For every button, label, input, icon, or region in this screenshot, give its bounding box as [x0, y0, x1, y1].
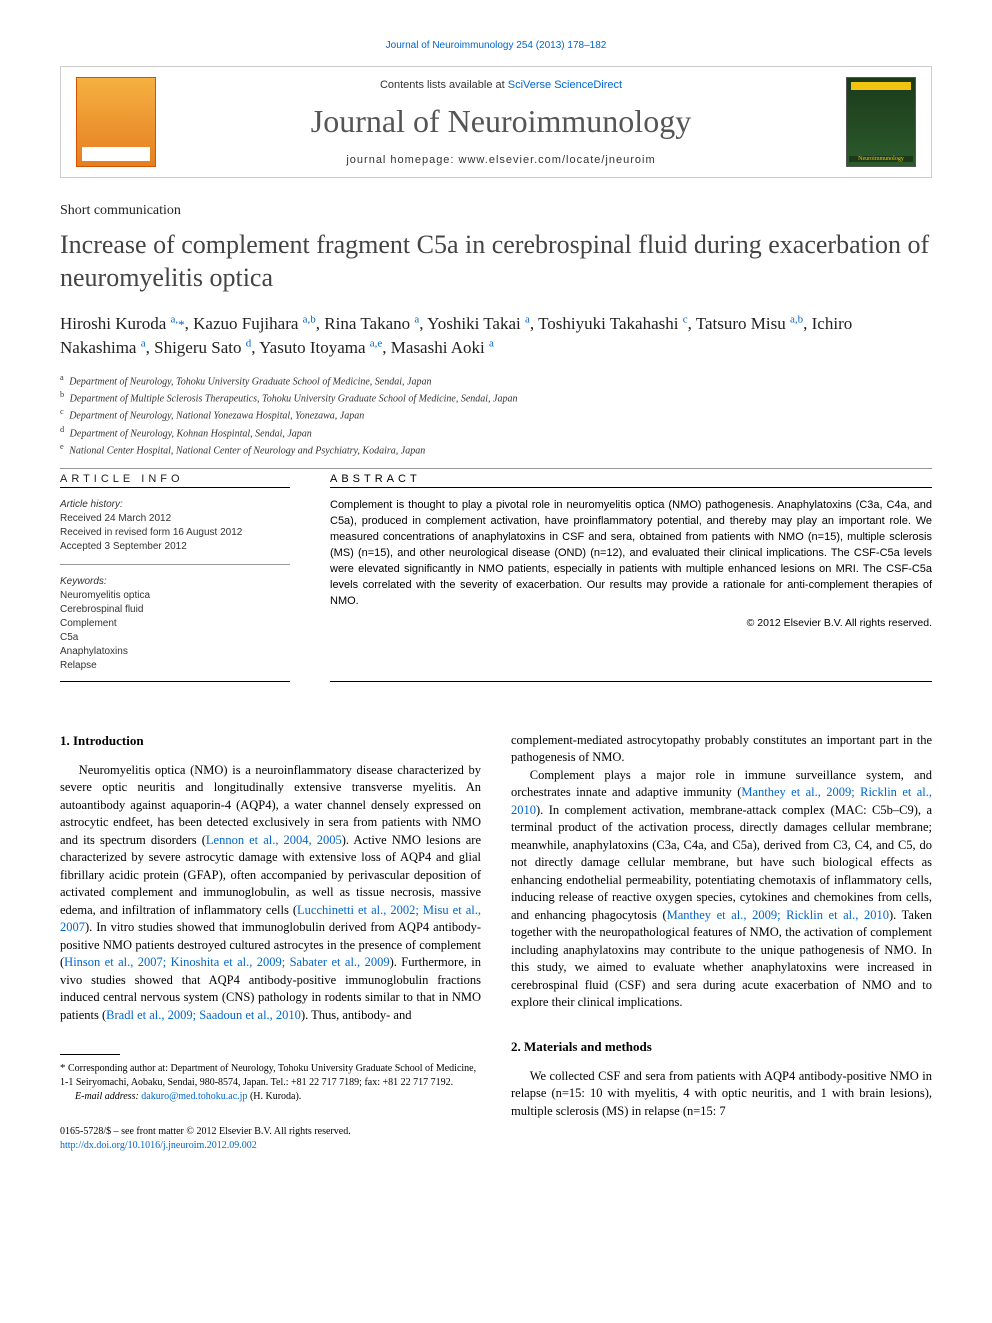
abstract-copyright: © 2012 Elsevier B.V. All rights reserved… [330, 616, 932, 631]
column-right: complement-mediated astrocytopathy proba… [511, 732, 932, 1153]
journal-homepage: journal homepage: www.elsevier.com/locat… [156, 154, 846, 166]
citation-link[interactable]: Hinson et al., 2007; Kinoshita et al., 2… [64, 955, 389, 969]
citation-link[interactable]: Lennon et al., 2004, 2005 [206, 833, 342, 847]
keyword-item: Anaphylatoxins [60, 645, 290, 659]
header-center: Contents lists available at SciVerse Sci… [156, 79, 846, 166]
keyword-item: Neuromyelitis optica [60, 589, 290, 603]
date-revised: Received in revised form 16 August 2012 [60, 526, 290, 540]
column-left: 1. Introduction Neuromyelitis optica (NM… [60, 732, 481, 1153]
body-text: 1. Introduction Neuromyelitis optica (NM… [60, 732, 932, 1153]
affiliation-item: c Department of Neurology, National Yone… [60, 406, 932, 423]
affiliation-item: a Department of Neurology, Tohoku Univer… [60, 372, 932, 389]
date-accepted: Accepted 3 September 2012 [60, 540, 290, 554]
journal-header: ELSEVIER Contents lists available at Sci… [60, 66, 932, 178]
abstract-text: Complement is thought to play a pivotal … [330, 498, 932, 610]
front-matter-line: 0165-5728/$ – see front matter © 2012 El… [60, 1125, 481, 1139]
citation-link[interactable]: Bradl et al., 2009; Saadoun et al., 2010 [106, 1008, 301, 1022]
intro-paragraph-2: Complement plays a major role in immune … [511, 767, 932, 1012]
journal-cover-thumb [846, 77, 916, 167]
contents-available: Contents lists available at SciVerse Sci… [156, 79, 846, 91]
article-type: Short communication [60, 203, 932, 219]
journal-title: Journal of Neuroimmunology [156, 103, 846, 140]
keywords-label: Keywords: [60, 575, 290, 589]
issue-reference[interactable]: Journal of Neuroimmunology 254 (2013) 17… [60, 40, 932, 51]
keyword-item: Cerebrospinal fluid [60, 603, 290, 617]
section-heading-intro: 1. Introduction [60, 732, 481, 750]
homepage-url[interactable]: www.elsevier.com/locate/jneuroim [459, 154, 656, 166]
affiliation-item: b Department of Multiple Sclerosis Thera… [60, 389, 932, 406]
keywords-list: Neuromyelitis opticaCerebrospinal fluidC… [60, 589, 290, 673]
keyword-item: Relapse [60, 659, 290, 673]
abstract-heading: abstract [330, 472, 932, 488]
email-link[interactable]: dakuro@med.tohoku.ac.jp [141, 1091, 247, 1102]
article-info-box: article info Article history: Received 2… [60, 487, 290, 672]
article-info-heading: article info [60, 472, 290, 487]
sciencedirect-link[interactable]: SciVerse ScienceDirect [508, 79, 622, 91]
keyword-item: Complement [60, 617, 290, 631]
affiliation-item: d Department of Neurology, Kohnan Hospin… [60, 424, 932, 441]
citation-link[interactable]: Manthey et al., 2009; Ricklin et al., 20… [667, 908, 889, 922]
history-label: Article history: [60, 498, 290, 512]
article-title: Increase of complement fragment C5a in c… [60, 229, 932, 294]
doi-link[interactable]: http://dx.doi.org/10.1016/j.jneuroim.201… [60, 1140, 257, 1151]
affiliation-list: a Department of Neurology, Tohoku Univer… [60, 372, 932, 459]
intro-paragraph-1: Neuromyelitis optica (NMO) is a neuroinf… [60, 762, 481, 1025]
date-received: Received 24 March 2012 [60, 512, 290, 526]
intro-paragraph-cont: complement-mediated astrocytopathy proba… [511, 732, 932, 767]
section-heading-methods: 2. Materials and methods [511, 1038, 932, 1056]
affiliation-item: e National Center Hospital, National Cen… [60, 441, 932, 458]
methods-paragraph-1: We collected CSF and sera from patients … [511, 1068, 932, 1121]
corresponding-author-footnote: * Corresponding author at: Department of… [60, 1061, 481, 1089]
author-list: Hiroshi Kuroda a,*, Kazuo Fujihara a,b, … [60, 312, 932, 360]
abstract-box: abstract Complement is thought to play a… [330, 487, 932, 672]
keyword-item: C5a [60, 631, 290, 645]
email-footnote: E-mail address: dakuro@med.tohoku.ac.jp … [60, 1090, 481, 1104]
elsevier-label: ELSEVIER [77, 151, 155, 160]
elsevier-logo: ELSEVIER [76, 77, 156, 167]
copyright-doi: 0165-5728/$ – see front matter © 2012 El… [60, 1125, 481, 1152]
